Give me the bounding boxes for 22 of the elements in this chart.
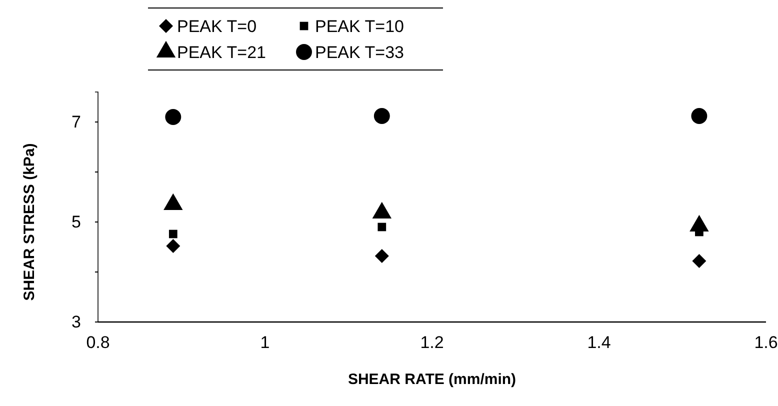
point (691, 108, 708, 124)
point (374, 249, 389, 263)
point (692, 254, 706, 268)
y-tick-label: 7 (72, 112, 81, 132)
y-tick-label: 5 (72, 212, 81, 232)
point (166, 239, 180, 253)
x-tick-label: 0.8 (86, 333, 110, 352)
point (378, 222, 386, 232)
point (168, 230, 178, 238)
legend-label: PEAK T=10 (315, 17, 404, 36)
x-tick-label: 1.4 (587, 333, 611, 352)
legend-label: PEAK T=33 (315, 43, 404, 62)
x-tick-label: 1.2 (420, 333, 444, 352)
y-axis-title: SHEAR STRESS (kPa) (21, 143, 38, 301)
point (374, 108, 390, 124)
x-tick-label: 1 (260, 333, 270, 352)
y-tick-label: 3 (72, 312, 81, 332)
x-tick-label: 1.6 (754, 333, 778, 352)
point (165, 109, 182, 125)
legend-label: PEAK T=0 (177, 17, 257, 36)
legend-label: PEAK T=21 (177, 43, 266, 62)
x-axis-title: SHEAR RATE (mm/min) (348, 371, 516, 388)
